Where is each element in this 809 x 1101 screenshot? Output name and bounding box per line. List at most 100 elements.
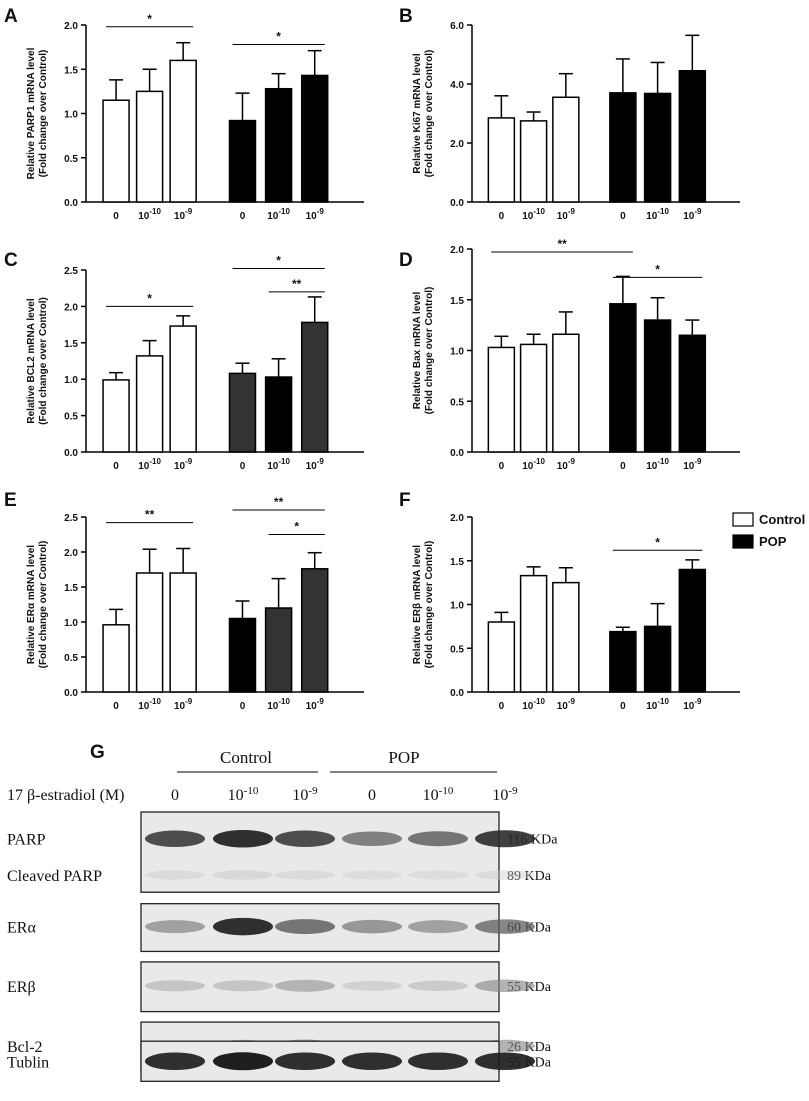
y-tick-label: 2.0	[450, 513, 464, 524]
y-axis-label: Relative BCL2 mRNA level	[26, 298, 37, 423]
y-axis-label: Relative PARP1 mRNA level	[26, 47, 37, 179]
y-tick-label: 0.0	[450, 448, 464, 459]
bar	[678, 69, 707, 203]
blot-band	[213, 980, 273, 992]
significance-label: *	[147, 12, 152, 26]
x-tick-label: 10-9	[557, 697, 576, 712]
y-tick-label: 0.5	[450, 397, 464, 408]
legend-label: Control	[759, 512, 805, 527]
blot-lane-label: 10-10	[228, 785, 259, 804]
bar	[228, 617, 257, 693]
y-axis-label: Relative Bax mRNA level	[412, 292, 423, 410]
chart-panel-a: A Relative PARP1 mRNA level (Fold change o…	[4, 6, 364, 222]
y-tick-label: 2.0	[450, 245, 464, 256]
x-tick-label: 10-9	[174, 207, 193, 222]
bar	[609, 303, 637, 453]
bar	[519, 343, 548, 453]
y-tick-label: 0.5	[64, 154, 78, 165]
y-tick-label: 1.5	[450, 557, 464, 568]
blot-protein-label: Tublin	[7, 1054, 49, 1071]
bar	[264, 376, 293, 453]
x-tick-label: 10-9	[683, 207, 702, 222]
y-tick-label: 0.0	[450, 688, 464, 699]
x-tick-label: 0	[240, 461, 246, 472]
chart-panel-e: E Relative ERα mRNA level (Fold change ove…	[4, 490, 364, 712]
y-tick-label: 1.0	[64, 618, 78, 629]
x-tick-label: 0	[113, 461, 119, 472]
blot-size-label: 89 KDa	[507, 869, 552, 884]
blot-group-label: POP	[388, 748, 419, 767]
blot-band	[145, 830, 205, 847]
x-tick-label: 10-10	[522, 207, 545, 222]
x-tick-label: 10-10	[267, 457, 290, 472]
bar	[552, 96, 580, 203]
y-tick-label: 0.5	[450, 644, 464, 655]
significance-label: *	[276, 254, 281, 268]
x-tick-label: 0	[240, 701, 246, 712]
blot-band	[342, 870, 402, 880]
blot-band	[408, 920, 468, 934]
x-tick-label: 10-9	[306, 207, 325, 222]
blot-protein-label: ERα	[7, 920, 36, 937]
chart-panel-f: F Relative ERβ mRNA level (Fold change ove…	[399, 490, 740, 712]
y-axis-label-unit: (Fold change over Control)	[38, 50, 49, 178]
panel-letter: A	[4, 6, 18, 27]
y-tick-label: 1.0	[450, 601, 464, 612]
blot-box	[140, 811, 500, 893]
significance-label: *	[147, 291, 152, 305]
legend: Control POP	[732, 512, 805, 549]
y-axis-label-unit: (Fold change over Control)	[424, 541, 435, 669]
significance-label: *	[294, 520, 299, 534]
bar	[643, 319, 672, 453]
bar	[264, 87, 293, 203]
legend-swatch	[732, 534, 754, 549]
bar	[135, 355, 164, 453]
y-tick-label: 0.0	[64, 688, 78, 699]
blot-band	[275, 870, 335, 880]
blot-band	[408, 870, 468, 880]
y-axis-label-unit: (Fold change over Control)	[38, 297, 49, 425]
y-tick-label: 6.0	[450, 21, 464, 32]
x-tick-label: 0	[620, 211, 626, 222]
x-tick-label: 10-10	[267, 207, 290, 222]
x-tick-label: 0	[620, 461, 626, 472]
bar	[487, 117, 516, 203]
significance-label: *	[655, 262, 660, 276]
blot-band	[213, 917, 273, 936]
y-tick-label: 2.0	[64, 302, 78, 313]
x-tick-label: 10-10	[646, 207, 669, 222]
y-axis-label: Relative Ki67 mRNA level	[412, 53, 423, 173]
x-tick-label: 0	[620, 701, 626, 712]
bar	[609, 630, 637, 693]
bar	[228, 372, 257, 453]
x-tick-label: 0	[499, 211, 505, 222]
significance-label: *	[276, 29, 281, 43]
blot-protein-label: Cleaved PARP	[7, 868, 102, 885]
bar	[519, 120, 548, 203]
legend-label: POP	[759, 534, 787, 549]
y-tick-label: 4.0	[450, 80, 464, 91]
bar	[102, 99, 130, 203]
blot-band	[145, 1052, 205, 1071]
x-tick-label: 10-10	[646, 457, 669, 472]
bar	[678, 568, 707, 693]
bar	[169, 59, 197, 203]
blot-band	[475, 979, 535, 993]
blot-band	[145, 870, 205, 880]
blot-band	[408, 1052, 468, 1071]
blot-band	[475, 1052, 535, 1071]
blot-protein-label: PARP	[7, 832, 46, 849]
y-tick-label: 0.0	[64, 198, 78, 209]
blot-treatment-label: 17 β-estradiol (M)	[7, 787, 124, 804]
bar	[487, 346, 516, 453]
x-tick-label: 10-10	[522, 697, 545, 712]
panel-letter: C	[4, 250, 18, 271]
bar	[552, 333, 580, 453]
bar	[300, 74, 329, 203]
blot-band	[475, 919, 535, 934]
x-tick-label: 0	[240, 211, 246, 222]
y-tick-label: 2.5	[64, 266, 78, 277]
panel-letter: B	[399, 6, 413, 27]
blot-lane-label: 10-9	[292, 785, 318, 804]
